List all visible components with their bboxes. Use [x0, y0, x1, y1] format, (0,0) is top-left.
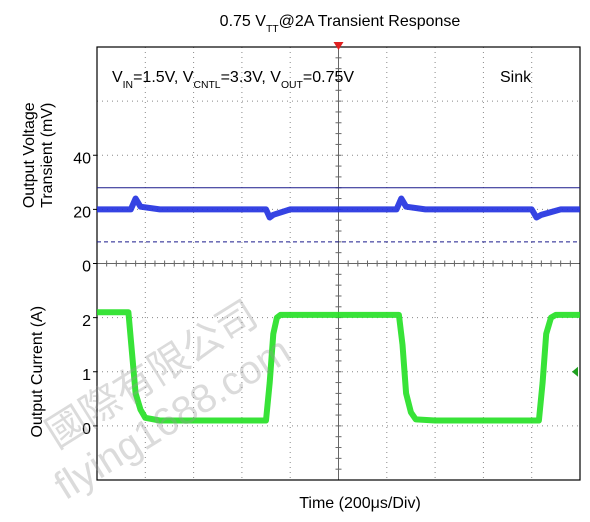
- condition-label-part: OUT: [281, 80, 304, 91]
- mode-label: Sink: [500, 69, 532, 86]
- chart-title-part: @2A Transient Response: [279, 13, 461, 30]
- trace: [97, 309, 580, 424]
- chart-title: 0.75 VTT@2A Transient Response: [220, 13, 461, 35]
- y2-axis-label: Output Current (A): [29, 306, 46, 438]
- x-axis-label: Time (200μs/Div): [299, 495, 421, 512]
- condition-label-part: IN: [123, 80, 133, 91]
- y-axis-label-line: Transient (mV): [39, 103, 56, 208]
- y-tick-label: 40: [73, 150, 91, 167]
- channel-marker: [572, 366, 578, 377]
- condition-label-part: =0.75V: [303, 69, 354, 86]
- condition-label-part: CNTL: [193, 80, 220, 91]
- y2-tick-label: 0: [82, 421, 91, 438]
- condition-label-part: =3.3V, V: [221, 69, 282, 86]
- y2-tick-label: 1: [82, 367, 91, 384]
- y2-tick-label: 2: [82, 313, 91, 330]
- y-axis-label: Output VoltageTransient (mV): [21, 102, 56, 208]
- condition-label-part: =1.5V, V: [133, 69, 194, 86]
- y-tick-label: 20: [73, 205, 91, 222]
- condition-label: VIN=1.5V, VCNTL=3.3V, VOUT=0.75V: [112, 69, 354, 91]
- chart-title-part: TT: [266, 24, 279, 35]
- trace: [97, 195, 580, 221]
- condition-label-part: V: [112, 69, 123, 86]
- y-tick-label: 0: [82, 259, 91, 276]
- trigger-marker: [333, 42, 344, 50]
- chart-title-part: 0.75 V: [220, 13, 267, 30]
- y-axis-label-line: Output Voltage: [21, 102, 38, 208]
